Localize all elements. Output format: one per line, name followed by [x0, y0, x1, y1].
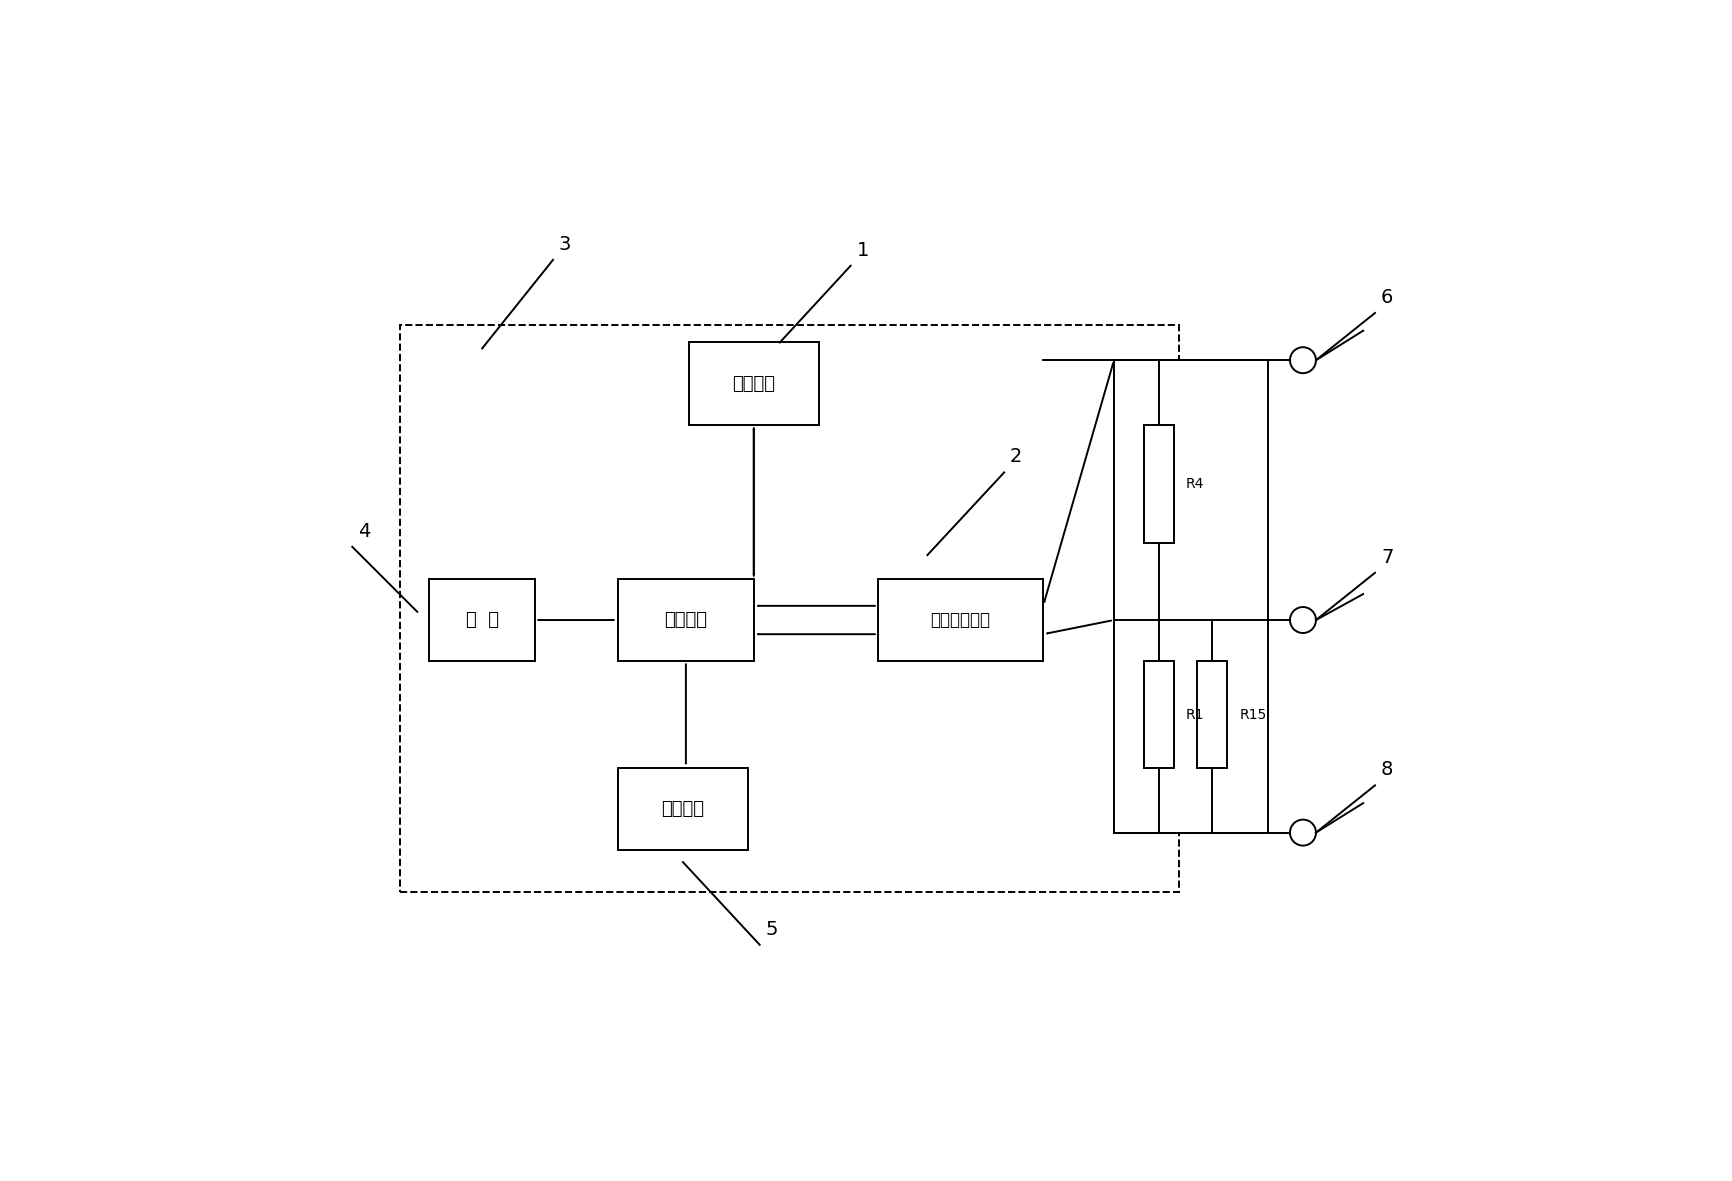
Text: 测试采集模块: 测试采集模块 [930, 611, 991, 629]
Text: R1: R1 [1186, 707, 1204, 722]
Bar [430, 579, 535, 661]
Text: 控制模块: 控制模块 [665, 611, 707, 629]
Bar [618, 768, 748, 850]
Text: R15: R15 [1238, 707, 1266, 722]
Bar [400, 325, 1179, 892]
Text: R4: R4 [1186, 477, 1204, 491]
Text: 4: 4 [359, 522, 371, 541]
Bar [1143, 425, 1174, 543]
Text: 1: 1 [857, 241, 869, 260]
Bar [1143, 661, 1174, 768]
Bar [689, 342, 819, 425]
Bar [618, 579, 753, 661]
Text: 8: 8 [1380, 761, 1393, 779]
Bar [878, 579, 1043, 661]
Bar [1197, 661, 1228, 768]
Text: 7: 7 [1380, 548, 1393, 567]
Text: 键  盘: 键 盘 [466, 611, 499, 629]
Text: 5: 5 [766, 920, 778, 939]
Text: 6: 6 [1380, 288, 1393, 307]
Text: 3: 3 [559, 235, 572, 254]
Text: 显示模块: 显示模块 [662, 800, 705, 818]
Bar [1114, 360, 1268, 833]
Text: 电源模块: 电源模块 [733, 374, 776, 393]
Text: 2: 2 [1010, 448, 1022, 466]
